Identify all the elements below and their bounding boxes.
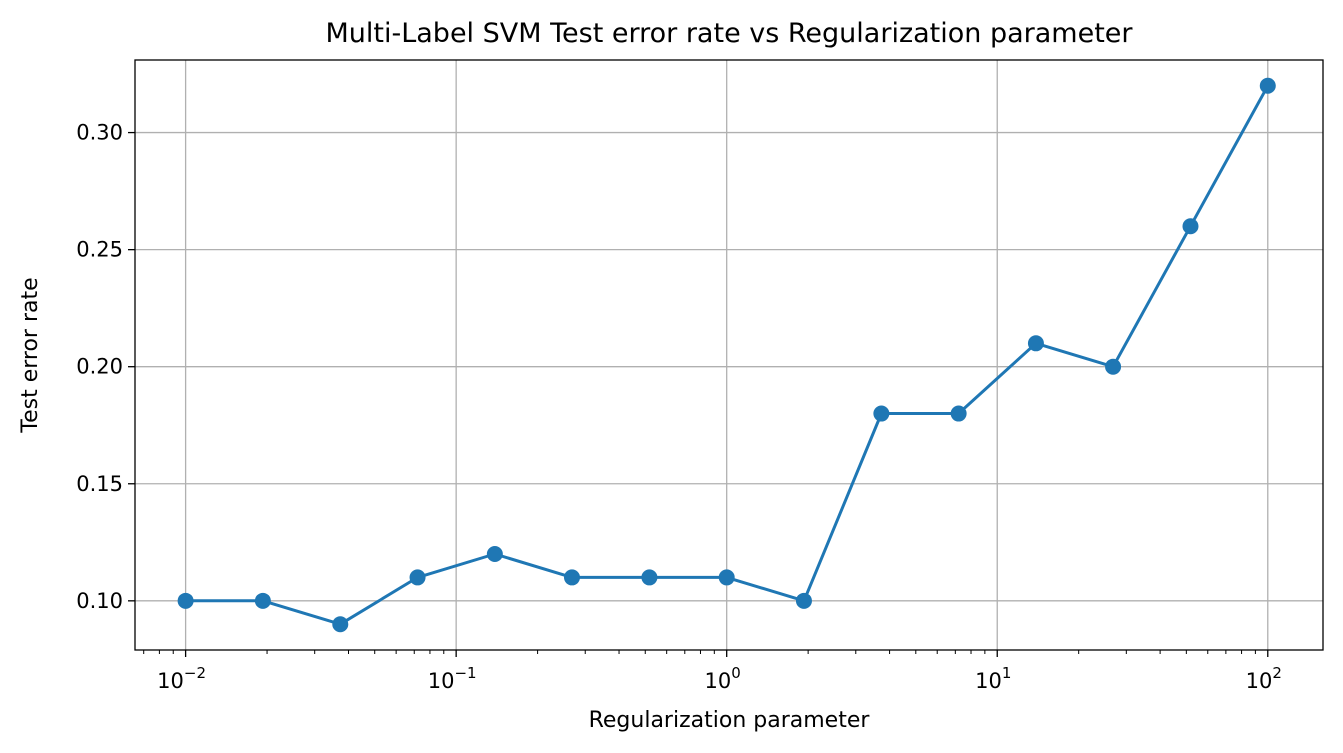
data-point: [1259, 77, 1276, 94]
data-point: [873, 405, 890, 422]
series-layer: [177, 77, 1276, 633]
x-tick-label: 100: [705, 664, 741, 693]
x-tick-label: 101: [975, 664, 1011, 693]
x-tick-label-base: 10: [975, 669, 1002, 693]
x-tick-label-base: 10: [705, 669, 732, 693]
y-tick-label: 0.30: [76, 121, 123, 145]
data-point: [641, 569, 658, 586]
x-tick-label-base: 10: [1246, 669, 1273, 693]
x-axis-label: Regularization parameter: [589, 708, 871, 733]
x-tick-label: 10−1: [428, 664, 477, 693]
y-tick-label: 0.20: [76, 355, 123, 379]
data-point: [718, 569, 735, 586]
data-point: [1027, 335, 1044, 352]
data-point: [1105, 358, 1122, 375]
y-tick-label: 0.15: [76, 472, 123, 496]
plot-frame: [134, 59, 1324, 651]
x-tick-label: 102: [1246, 664, 1282, 693]
x-tick-label-exponent: 0: [731, 664, 741, 682]
x-tick-label-exponent: 2: [1272, 664, 1282, 682]
grid: [135, 60, 1323, 650]
data-point: [177, 592, 194, 609]
data-point: [409, 569, 426, 586]
y-axis-label: Test error rate: [18, 277, 43, 433]
x-tick-label: 10−2: [157, 664, 206, 693]
data-point: [1182, 218, 1199, 235]
y-tick-label: 0.10: [76, 589, 123, 613]
x-tick-label-exponent: 1: [1002, 664, 1012, 682]
data-point: [795, 592, 812, 609]
x-tick-label-base: 10: [157, 669, 184, 693]
x-tick-label-base: 10: [428, 669, 455, 693]
y-tick-label: 0.25: [76, 238, 123, 262]
data-point: [563, 569, 580, 586]
data-point: [254, 592, 271, 609]
x-tick-label-exponent: −1: [454, 664, 476, 682]
data-point: [332, 616, 349, 633]
data-point: [950, 405, 967, 422]
data-point: [486, 546, 503, 563]
chart-title: Multi-Label SVM Test error rate vs Regul…: [325, 18, 1133, 49]
x-tick-label-exponent: −2: [184, 664, 206, 682]
